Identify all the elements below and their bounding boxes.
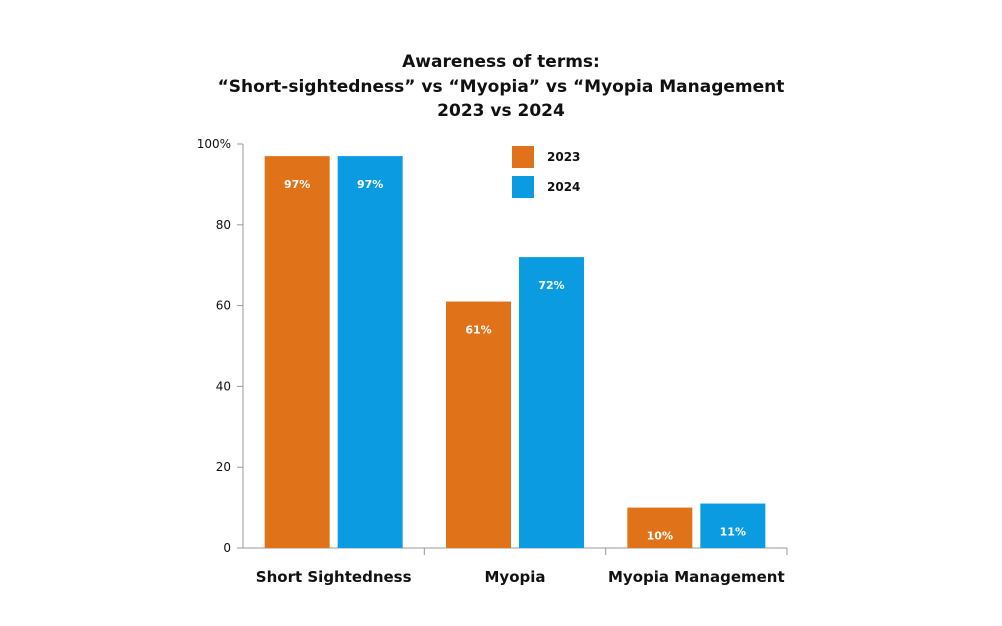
- category-label: Short Sightedness: [256, 568, 412, 586]
- bar-2024-myopia-management: [700, 503, 766, 548]
- bar-value-label: 10%: [647, 530, 673, 543]
- bar-value-label: 97%: [357, 178, 383, 191]
- legend-swatch-2024: [512, 176, 534, 198]
- legend-swatch-2023: [512, 146, 534, 168]
- bar-value-label: 72%: [538, 279, 564, 292]
- y-tick-label: 60: [216, 299, 231, 313]
- bar-2023-myopia-management: [627, 507, 693, 548]
- bar-2023-short-sightedness: [264, 156, 330, 548]
- bar-value-label: 97%: [284, 178, 310, 191]
- y-tick-label: 40: [216, 379, 231, 393]
- y-tick-label: 20: [216, 460, 231, 474]
- chart-title-line-3: 2023 vs 2024: [437, 101, 565, 121]
- chart-title-line-2: “Short-sightedness” vs “Myopia” vs “Myop…: [217, 77, 785, 97]
- category-label: Myopia: [484, 568, 545, 586]
- chart-title-line-1: Awareness of terms:: [402, 52, 600, 72]
- y-tick-label: 80: [216, 218, 231, 232]
- legend-label: 2024: [547, 180, 580, 194]
- legend-label: 2023: [547, 150, 580, 164]
- bar-2024-short-sightedness: [337, 156, 403, 548]
- category-label: Myopia Management: [608, 568, 785, 586]
- y-tick-label: 0: [223, 541, 231, 555]
- bar-value-label: 61%: [465, 324, 491, 337]
- y-tick-label: 100%: [197, 137, 231, 151]
- bar-2024-myopia: [519, 257, 584, 548]
- bar-value-label: 11%: [720, 526, 746, 539]
- bar-2023-myopia: [446, 301, 511, 548]
